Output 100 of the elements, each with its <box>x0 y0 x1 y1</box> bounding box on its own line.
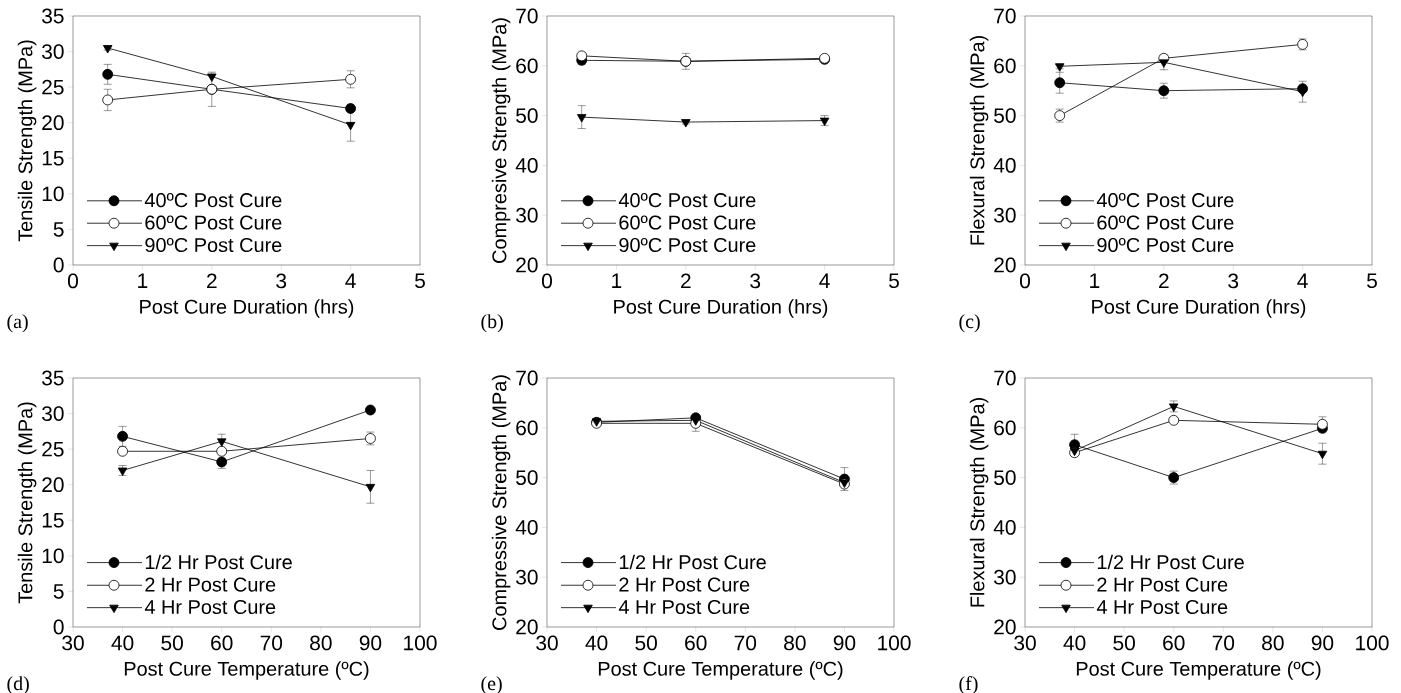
legend-label: 4 Hr Post Cure <box>618 599 750 615</box>
x-tick-label: 0 <box>542 273 552 289</box>
x-tick-label: 40 <box>1063 635 1086 651</box>
y-axis-title: Compressive Strength (MPa) <box>491 375 511 630</box>
y-tick-label: 10 <box>42 186 64 202</box>
y-tick-label: 20 <box>994 257 1016 273</box>
y-tick-label: 30 <box>42 406 64 421</box>
legend-label: 90ºC Post Cure <box>145 237 282 253</box>
x-tick-label: 60 <box>685 635 707 651</box>
y-tick-label: 60 <box>994 58 1016 74</box>
x-tick-label: 3 <box>1228 273 1239 289</box>
y-tick-label: 70 <box>994 8 1016 24</box>
x-tick-label: 40 <box>585 635 608 651</box>
x-tick-label: 70 <box>260 635 283 651</box>
x-tick-label: 100 <box>1356 635 1389 651</box>
x-tick-label: 0 <box>1020 273 1031 289</box>
y-tick-label: 50 <box>994 470 1016 485</box>
legend-label: 60ºC Post Cure <box>1097 215 1234 230</box>
legend-label: 1/2 Hr Post Cure <box>145 554 292 570</box>
text: (c) <box>959 314 980 333</box>
y-tick-label: 70 <box>516 8 538 24</box>
legend-label: 60ºC Post Cure <box>145 215 282 230</box>
x-tick-label: 90 <box>1311 635 1334 651</box>
x-axis-title: Post Cure Temperature (ºC) <box>124 661 369 680</box>
y-tick-label: 15 <box>42 512 64 528</box>
y-tick-label: 20 <box>42 477 64 493</box>
text: (a) <box>7 314 28 333</box>
x-tick-label: 50 <box>161 635 183 651</box>
y-tick-label: 40 <box>515 157 538 173</box>
x-tick-label: 4 <box>345 273 356 288</box>
y-tick-label: 70 <box>516 370 538 386</box>
x-tick-label: 60 <box>211 635 233 651</box>
y-tick-label: 25 <box>42 79 64 95</box>
x-tick-label: 1 <box>612 273 622 288</box>
legend-label: 1/2 Hr Post Cure <box>619 554 766 570</box>
x-tick-label: 2 <box>207 273 217 289</box>
x-axis-title: Post Cure Temperature (ºC) <box>598 661 843 680</box>
legend-label: 40ºC Post Cure <box>618 193 756 208</box>
x-axis-title: Post Cure Duration (hrs) <box>1092 299 1306 318</box>
y-tick-label: 5 <box>53 222 64 237</box>
y-tick-label: 40 <box>993 157 1016 173</box>
y-tick-label: 20 <box>516 257 538 273</box>
x-tick-label: 80 <box>310 635 332 651</box>
x-tick-label: 80 <box>784 635 806 651</box>
x-tick-label: 30 <box>536 635 558 651</box>
y-tick-label: 50 <box>994 108 1016 123</box>
x-tick-label: 30 <box>1014 635 1036 651</box>
x-tick-label: 5 <box>1367 273 1377 289</box>
y-axis-title: Flexural Strength (MPa) <box>969 36 989 245</box>
y-tick-label: 15 <box>42 150 64 166</box>
x-tick-label: 90 <box>833 635 856 651</box>
y-tick-label: 35 <box>42 370 64 386</box>
legend-label: 40ºC Post Cure <box>144 193 282 208</box>
legend-label: 2 Hr Post Cure <box>619 577 750 592</box>
legend-label: 4 Hr Post Cure <box>144 599 276 615</box>
x-tick-label: 100 <box>404 635 437 651</box>
y-tick-label: 20 <box>516 619 538 635</box>
x-tick-label: 40 <box>111 635 134 651</box>
x-tick-label: 80 <box>1262 635 1284 651</box>
y-axis-title: Tensile Strength (MPa) <box>17 402 37 604</box>
legend-label: 4 Hr Post Cure <box>1096 599 1228 615</box>
legend-label: 90ºC Post Cure <box>1097 237 1234 253</box>
y-tick-label: 0 <box>53 257 64 273</box>
x-tick-label: 100 <box>878 635 911 651</box>
x-tick-label: 50 <box>635 635 657 651</box>
legend-label: 2 Hr Post Cure <box>1097 577 1228 592</box>
y-tick-label: 30 <box>994 569 1016 585</box>
x-tick-label: 4 <box>1297 273 1308 288</box>
x-tick-label: 90 <box>359 635 382 651</box>
y-tick-label: 0 <box>53 619 64 635</box>
y-tick-label: 50 <box>516 108 538 123</box>
y-tick-label: 60 <box>516 420 538 436</box>
x-axis-title: Post Cure Temperature (ºC) <box>1076 661 1321 680</box>
y-tick-label: 40 <box>515 519 538 535</box>
x-tick-label: 70 <box>1212 635 1235 651</box>
y-tick-label: 5 <box>53 584 64 599</box>
y-tick-label: 10 <box>42 548 64 564</box>
x-tick-label: 3 <box>750 273 761 289</box>
x-tick-label: 5 <box>415 273 425 289</box>
x-tick-label: 1 <box>138 273 148 288</box>
legend-label: 1/2 Hr Post Cure <box>1097 554 1244 570</box>
x-tick-label: 70 <box>734 635 757 651</box>
y-tick-label: 30 <box>516 569 538 585</box>
y-tick-label: 20 <box>42 115 64 131</box>
x-tick-label: 3 <box>276 273 287 289</box>
y-axis-title: Compresive Strength (MPa) <box>491 18 511 263</box>
y-tick-label: 70 <box>994 370 1016 386</box>
legend-label: 90ºC Post Cure <box>619 237 756 253</box>
x-tick-label: 2 <box>681 273 691 289</box>
x-tick-label: 60 <box>1163 635 1185 651</box>
x-tick-label: 2 <box>1159 273 1169 289</box>
legend-label: 60ºC Post Cure <box>619 215 756 230</box>
y-tick-label: 60 <box>516 58 538 74</box>
y-tick-label: 40 <box>993 519 1016 535</box>
y-tick-label: 60 <box>994 420 1016 436</box>
y-tick-label: 50 <box>516 470 538 485</box>
x-tick-label: 4 <box>819 273 830 288</box>
x-tick-label: 50 <box>1113 635 1135 651</box>
y-tick-label: 30 <box>994 207 1016 223</box>
x-axis-title: Post Cure Duration (hrs) <box>140 299 354 318</box>
